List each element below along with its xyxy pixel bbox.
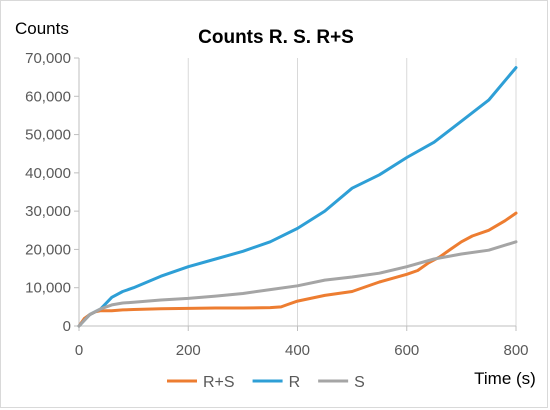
tick-labels: 0 10,000 20,000 30,000 40,000 50,000 60,000 70,… — [25, 50, 528, 359]
x-tick-label: 200 — [176, 342, 201, 359]
legend-label-s: S — [354, 374, 365, 391]
y-tick-label: 60,000 — [25, 88, 71, 105]
series-line-r-s — [77, 211, 518, 328]
y-tick-label: 10,000 — [25, 280, 71, 297]
y-tick-label: 40,000 — [25, 165, 71, 182]
chart-title: Counts R. S. R+S — [198, 27, 354, 48]
series-lines — [77, 66, 518, 328]
x-tick-label: 800 — [503, 342, 528, 359]
y-tick-label: 70,000 — [25, 50, 71, 67]
axes — [74, 57, 517, 331]
series-line-r — [77, 66, 518, 328]
y-tick-label: 50,000 — [25, 127, 71, 144]
legend-label-r-s: R+S — [203, 374, 235, 391]
x-axis-label: Time (s) — [474, 369, 536, 388]
y-axis-label: Counts — [15, 19, 69, 38]
legend-label-r: R — [289, 374, 301, 391]
x-tick-label: 600 — [394, 342, 419, 359]
y-tick-label: 30,000 — [25, 203, 71, 220]
y-tick-label: 0 — [63, 318, 71, 335]
series-line-s — [77, 240, 518, 328]
legend: R+S R S — [167, 374, 365, 391]
y-tick-label: 20,000 — [25, 241, 71, 258]
grid-lines — [187, 58, 517, 326]
x-tick-label: 400 — [285, 342, 310, 359]
x-tick-label: 0 — [75, 342, 83, 359]
